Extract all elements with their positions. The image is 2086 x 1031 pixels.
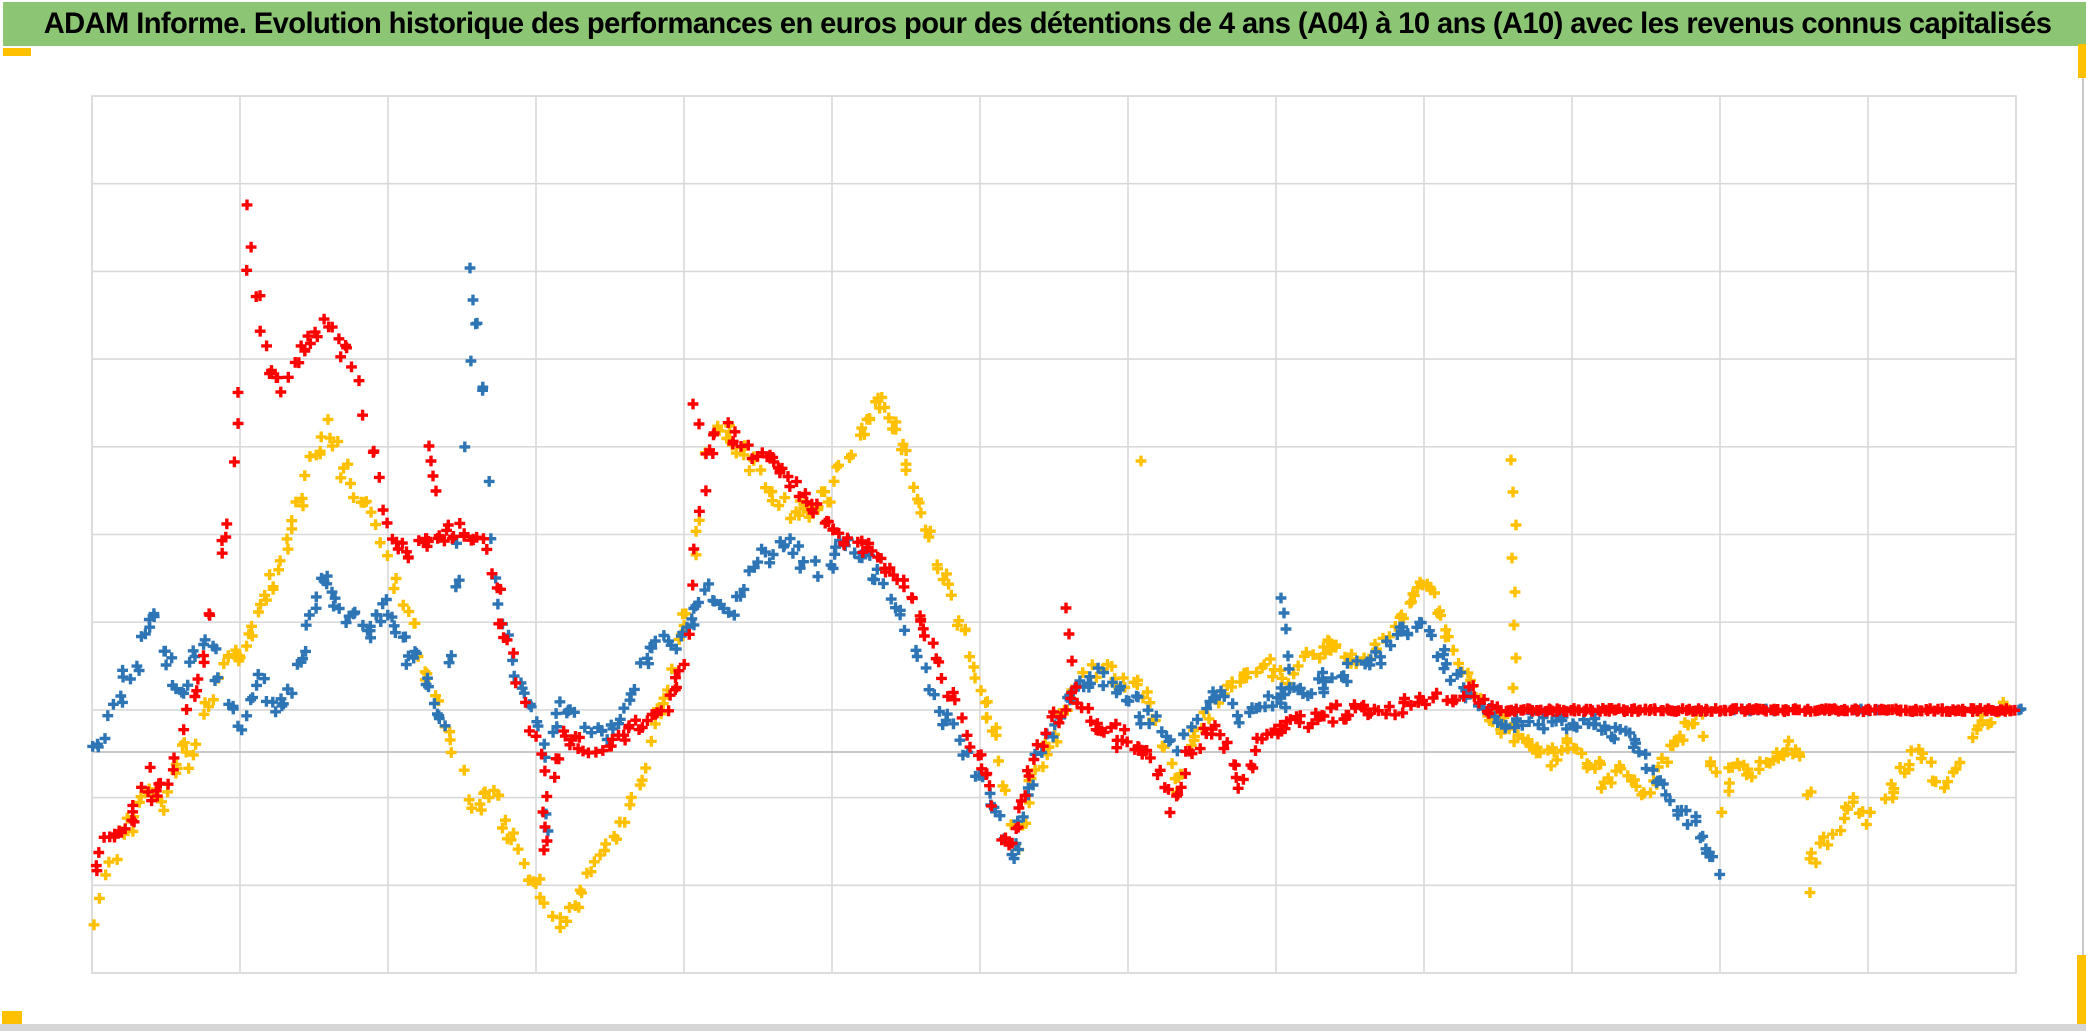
red-series-points — [90, 199, 2021, 877]
slide-right-edge — [2082, 78, 2084, 955]
blue-series-points — [87, 262, 2027, 880]
chart-canvas — [87, 95, 2027, 974]
accent-top-right — [2078, 44, 2086, 78]
title-bar: ADAM Informe. Evolution historique des p… — [3, 2, 2086, 46]
accent-bottom-left — [2, 1011, 22, 1026]
page-title: ADAM Informe. Evolution historique des p… — [43, 7, 2052, 40]
gold-series-points — [88, 392, 2015, 933]
accent-bottom-right — [2077, 955, 2086, 1025]
accent-top-left — [3, 48, 31, 56]
bottom-bar — [0, 1024, 2086, 1031]
performance-scatter-chart — [0, 46, 2086, 1024]
